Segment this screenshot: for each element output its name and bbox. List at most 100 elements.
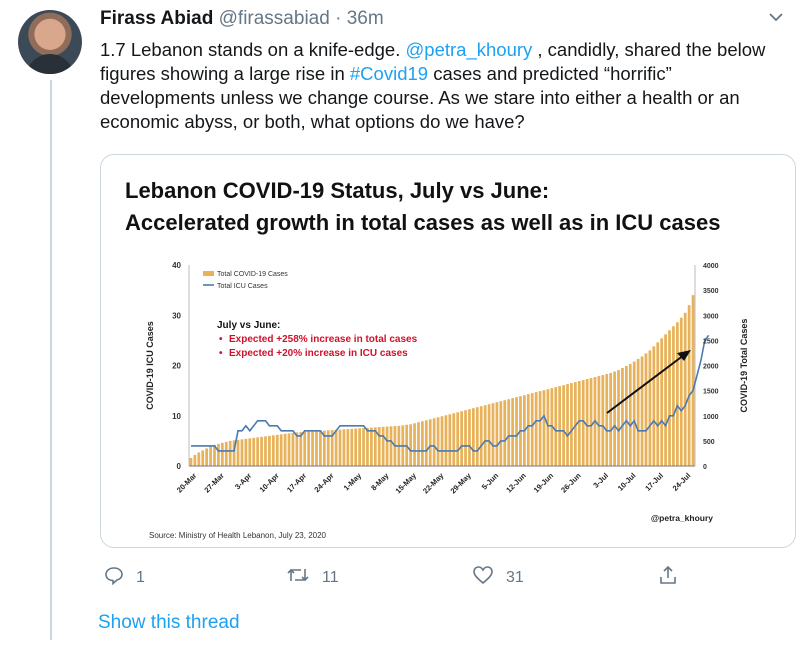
- x-tick-label: 24-Jul: [671, 471, 693, 493]
- reply-count: 1: [136, 568, 145, 586]
- bar-total-cases: [573, 382, 577, 466]
- bar-total-cases: [546, 389, 550, 466]
- bar-total-cases: [326, 430, 330, 466]
- thread-dots: [50, 600, 52, 640]
- bar-total-cases: [287, 433, 291, 466]
- annotation-bullet-dot: •: [219, 348, 223, 359]
- trend-arrow-head: [677, 350, 691, 361]
- bar-total-cases: [687, 305, 691, 466]
- x-tick-label: 24-Apr: [312, 471, 335, 494]
- bar-total-cases: [664, 334, 667, 466]
- bar-total-cases: [283, 433, 287, 466]
- bar-total-cases: [228, 440, 232, 466]
- bar-total-cases: [248, 438, 252, 466]
- bar-total-cases: [389, 426, 393, 466]
- bar-total-cases: [346, 429, 350, 466]
- author-name[interactable]: Firass Abiad: [100, 8, 214, 29]
- y-tick-left-label: 20: [172, 362, 181, 371]
- hashtag-link[interactable]: #Covid19: [349, 63, 429, 84]
- bar-total-cases: [370, 427, 373, 466]
- bar-total-cases: [530, 393, 534, 466]
- bar-total-cases: [385, 426, 389, 466]
- bar-total-cases: [468, 409, 471, 466]
- bar-total-cases: [491, 403, 495, 466]
- chart-title: Lebanon COVID-19 Status, July vs June:: [125, 178, 550, 203]
- avatar[interactable]: [18, 10, 82, 74]
- annotation-bullet: Expected +258% increase in total cases: [229, 334, 418, 345]
- x-tick-label: 1-May: [342, 470, 364, 492]
- author-handle[interactable]: @firassabiad: [218, 8, 330, 29]
- y-tick-left-label: 10: [172, 412, 181, 421]
- bar-total-cases: [472, 408, 475, 466]
- x-tick-label: 3-Jul: [591, 471, 610, 490]
- bar-total-cases: [609, 373, 613, 466]
- y-tick-right-label: 2500: [703, 338, 719, 345]
- chevron-down-icon[interactable]: [768, 10, 784, 28]
- bar-total-cases: [460, 411, 463, 466]
- bar-total-cases: [373, 427, 377, 466]
- bar-total-cases: [417, 422, 420, 466]
- bar-total-cases: [487, 404, 491, 466]
- mention-link[interactable]: @petra_khoury: [405, 39, 533, 60]
- tweet-text-part: cases and predicted “horrific” developme…: [100, 63, 740, 132]
- retweet-button[interactable]: 11: [286, 565, 339, 590]
- x-tick-label: 10-Jul: [616, 471, 638, 493]
- reply-icon: [104, 565, 124, 590]
- x-tick-label: 8-May: [369, 470, 391, 492]
- y-tick-right-label: 4000: [703, 263, 719, 270]
- show-thread-link[interactable]: Show this thread: [98, 612, 240, 633]
- bar-total-cases: [413, 423, 416, 466]
- tweet-text-part: 1.7 Lebanon stands on a knife-edge.: [100, 39, 406, 60]
- tweet-text: 1.7 Lebanon stands on a knife-edge. @pet…: [100, 38, 780, 134]
- tweet-time[interactable]: 36m: [346, 8, 384, 29]
- bar-total-cases: [503, 400, 507, 466]
- x-tick-label: 17-Jul: [643, 471, 665, 493]
- bar-total-cases: [244, 438, 248, 466]
- bar-total-cases: [511, 398, 514, 466]
- bar-total-cases: [381, 426, 385, 466]
- bar-total-cases: [636, 358, 640, 466]
- bar-total-cases: [315, 431, 318, 466]
- icu-cases-line: [191, 334, 710, 452]
- bar-total-cases: [483, 405, 487, 466]
- bar-total-cases: [456, 412, 460, 466]
- bar-total-cases: [409, 424, 412, 466]
- chart-credit: @petra_khoury: [651, 513, 713, 523]
- x-tick-label: 29-May: [449, 470, 474, 495]
- bar-total-cases: [554, 387, 558, 466]
- x-tick-label: 15-May: [394, 470, 419, 495]
- bar-total-cases: [307, 431, 311, 466]
- x-tick-label: 5-Jun: [480, 471, 501, 492]
- bar-total-cases: [452, 413, 456, 466]
- tweet-actions: 1 11 31: [100, 565, 700, 589]
- reply-button[interactable]: 1: [104, 565, 145, 590]
- x-tick-label: 10-Apr: [258, 471, 281, 494]
- share-button[interactable]: [658, 565, 678, 590]
- like-button[interactable]: 31: [472, 565, 524, 590]
- bar-total-cases: [632, 361, 636, 466]
- tweet-image-card[interactable]: Lebanon COVID-19 Status, July vs June: A…: [100, 154, 796, 548]
- bar-total-cases: [448, 414, 452, 466]
- bar-total-cases: [220, 442, 224, 466]
- x-tick-label: 22-May: [421, 470, 446, 495]
- bar-total-cases: [209, 446, 212, 466]
- y-tick-right-label: 500: [703, 439, 715, 446]
- chart-plot: 0 10 20 30 40 0 500 1000 1500 2000 2500 3000 3500 400…: [145, 261, 749, 523]
- bar-total-cases: [479, 406, 483, 466]
- bar-total-cases: [562, 385, 565, 466]
- retweet-icon: [286, 565, 310, 590]
- y-axis-left-label: COVID-19 ICU Cases: [145, 321, 155, 410]
- bar-total-cases: [421, 421, 424, 466]
- bar-total-cases: [271, 435, 275, 466]
- bar-total-cases: [585, 379, 589, 466]
- y-tick-right-label: 2000: [703, 364, 719, 371]
- bar-total-cases: [558, 386, 562, 466]
- bar-total-cases: [507, 399, 511, 466]
- y-tick-left-label: 30: [172, 311, 181, 320]
- bar-total-cases: [236, 439, 240, 466]
- bar-total-cases: [672, 326, 675, 466]
- bar-total-cases: [640, 356, 644, 466]
- y-tick-left-label: 0: [177, 462, 182, 471]
- bar-total-cases: [644, 353, 648, 466]
- bar-total-cases: [291, 432, 295, 466]
